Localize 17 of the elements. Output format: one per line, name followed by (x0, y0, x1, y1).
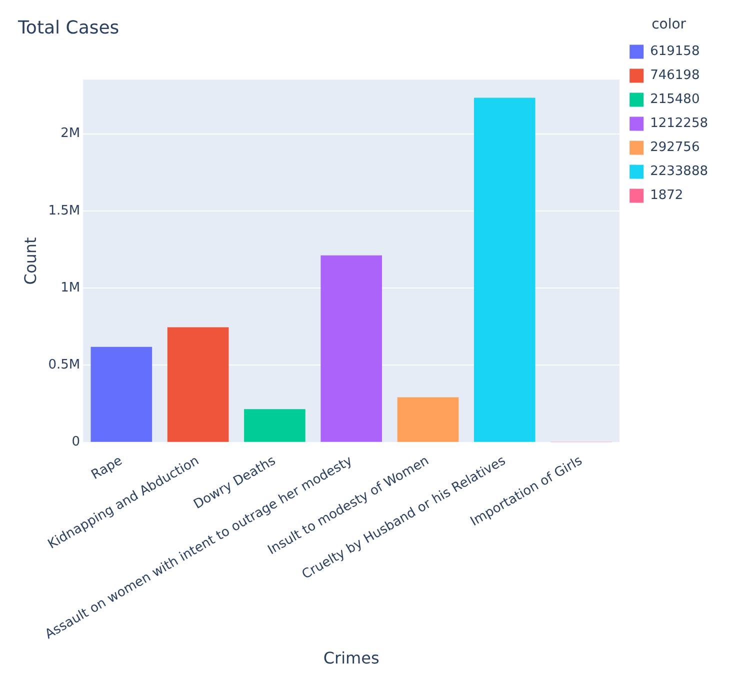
y-tick-label: 0.5M (48, 358, 80, 373)
x-axis-title: Crimes (323, 648, 380, 668)
y-axis-title: Count (20, 237, 40, 285)
y-tick-label: 1M (60, 280, 80, 296)
legend-title: color (652, 16, 686, 33)
legend-label: 746198 (650, 68, 700, 84)
legend-label: 1872 (650, 188, 684, 204)
legend-label: 215480 (650, 92, 700, 108)
legend-label: 292756 (650, 140, 700, 156)
y-tick-label: 0 (72, 434, 80, 450)
chart-title: Total Cases (17, 17, 120, 38)
y-tick-label: 2M (60, 126, 80, 142)
y-tick-label: 1.5M (48, 203, 80, 218)
legend-label: 619158 (650, 44, 700, 60)
legend-label: 2233888 (650, 164, 708, 180)
x-tick-label: Rape (89, 454, 126, 483)
legend-label: 1212258 (650, 116, 708, 132)
